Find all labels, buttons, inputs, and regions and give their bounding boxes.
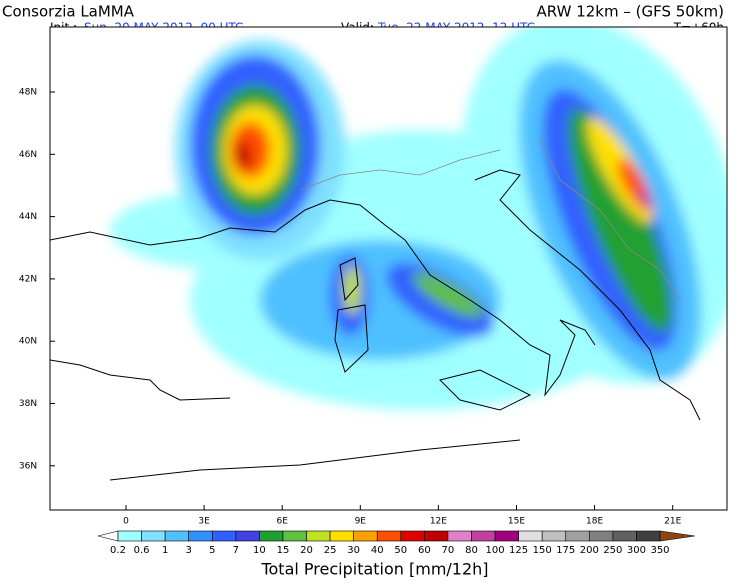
colorbar-label: 175 xyxy=(556,545,575,556)
lon-label: 9E xyxy=(355,517,367,527)
lon-label: 3E xyxy=(198,517,210,527)
colorbar-box xyxy=(589,530,614,542)
colorbar-title: Total Precipitation [mm/12h] xyxy=(260,560,488,579)
lat-label: 36N xyxy=(19,461,37,471)
colorbar-label: 40 xyxy=(371,545,384,556)
colorbar-box xyxy=(518,530,543,542)
lon-label: 18E xyxy=(586,517,603,527)
colorbar-label: 1 xyxy=(162,545,168,556)
colorbar-label: 70 xyxy=(442,545,455,556)
colorbar-arrow-high xyxy=(659,530,696,542)
colorbar-box xyxy=(471,530,496,542)
lon-label: 12E xyxy=(430,517,447,527)
colorbar-box xyxy=(353,530,378,542)
colorbar-label: 200 xyxy=(580,545,599,556)
colorbar-label: 7 xyxy=(233,545,239,556)
colorbar-box xyxy=(329,530,354,542)
colorbar-label: 25 xyxy=(324,545,337,556)
colorbar-box xyxy=(235,530,260,542)
coastlines xyxy=(50,169,701,481)
lon-label: 15E xyxy=(508,517,525,527)
colorbar-box xyxy=(565,530,590,542)
model: ARW 12km – (GFS 50km) xyxy=(537,3,724,21)
lat-label: 44N xyxy=(19,212,37,222)
lon-label: 6E xyxy=(276,517,288,527)
colorbar-box xyxy=(188,530,213,542)
colorbar-label: 10 xyxy=(253,545,266,556)
colorbar-label: 125 xyxy=(509,545,528,556)
colorbar-label: 250 xyxy=(603,545,622,556)
colorbar-box xyxy=(636,530,661,542)
lat-label: 48N xyxy=(19,88,37,98)
colorbar-box xyxy=(494,530,519,542)
colorbar-label: 150 xyxy=(533,545,552,556)
colorbar-box xyxy=(306,530,331,542)
colorbar-box xyxy=(164,530,189,542)
lat-label: 38N xyxy=(19,399,37,409)
colorbar-label: 60 xyxy=(418,545,431,556)
colorbar-arrow-low xyxy=(97,530,119,542)
lat-label: 42N xyxy=(19,274,37,284)
precip-field xyxy=(110,27,727,410)
colorbar-label: 100 xyxy=(485,545,504,556)
colorbar-label: 350 xyxy=(650,545,669,556)
colorbar-label: 20 xyxy=(300,545,313,556)
colorbar-label: 3 xyxy=(186,545,192,556)
title: Consorzia LaMMA xyxy=(2,3,135,21)
colorbar-label: 300 xyxy=(627,545,646,556)
colorbar-box xyxy=(400,530,425,542)
colorbar-label: 30 xyxy=(347,545,360,556)
lat-label: 40N xyxy=(19,337,37,347)
colorbar-label: 0.6 xyxy=(134,545,150,556)
axis-ticks: 48N 46N 44N 42N 40N 38N 36N 0 3E 6E 9E 12E 15E 18E 21E xyxy=(19,88,682,527)
colorbar-label: 0.2 xyxy=(110,545,126,556)
borders xyxy=(299,139,681,301)
colorbar-box xyxy=(211,530,237,542)
colorbar-label: 15 xyxy=(277,545,290,556)
colorbar-box xyxy=(612,530,637,542)
colorbar-label: 50 xyxy=(394,545,407,556)
colorbar-box xyxy=(141,530,166,542)
colorbar-box xyxy=(447,530,472,542)
colorbar-box xyxy=(259,530,284,542)
colorbar: 0.2 0.6 1 3 5 7 10 15 20 25 30 40 50 60 70 80 100 125 150 1… xyxy=(97,530,696,556)
map-frame xyxy=(49,26,728,511)
lon-label: 0 xyxy=(123,517,129,527)
colorbar-box xyxy=(424,530,449,542)
colorbar-box xyxy=(282,530,307,542)
lat-label: 46N xyxy=(19,150,37,160)
colorbar-box xyxy=(376,530,402,542)
map-area xyxy=(50,27,727,510)
colorbar-label: 80 xyxy=(465,545,478,556)
colorbar-box xyxy=(541,530,567,542)
colorbar-label: 5 xyxy=(209,545,215,556)
colorbar-box xyxy=(117,530,142,542)
lon-label: 21E xyxy=(664,517,681,527)
